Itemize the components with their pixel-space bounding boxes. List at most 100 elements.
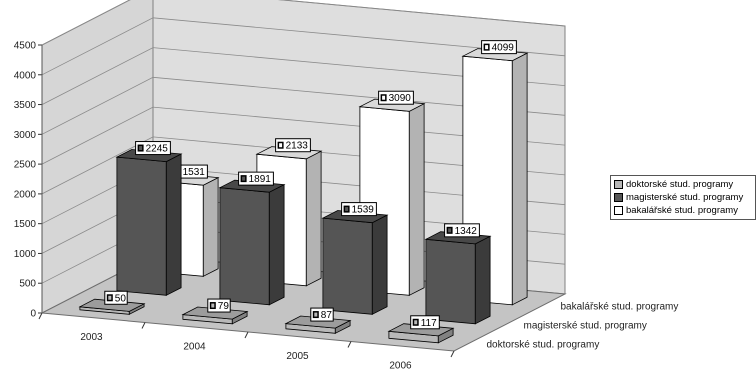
x-tick-mark (141, 322, 146, 329)
bar: 50 (78, 290, 146, 315)
data-label-key-inner (414, 320, 418, 325)
legend-label-doktorske: doktorské stud. programy (626, 179, 734, 190)
bar: 1539 (321, 202, 389, 315)
bar: 2245 (115, 141, 183, 296)
y-tick-label: 3500 (14, 100, 37, 111)
y-tick-label: 2000 (14, 189, 37, 200)
y-tick-label: 4000 (14, 70, 37, 81)
gridline (41, 136, 566, 195)
data-label-key-inner (314, 312, 318, 317)
data-label-key-inner (279, 143, 283, 148)
bar: 87 (284, 307, 352, 334)
data-label-box (341, 202, 377, 217)
bar-top (78, 298, 146, 312)
data-label-key-inner (108, 295, 112, 300)
legend-item: doktorské stud. programy (614, 178, 752, 191)
x-tick-mark (347, 341, 352, 348)
bar-top (255, 146, 323, 160)
bar-front (116, 156, 167, 296)
x-category-label: 2006 (389, 360, 412, 371)
depth-axis-label: doktorské stud. programy (487, 340, 600, 351)
bar: 1342 (424, 223, 492, 325)
bar-side (202, 176, 219, 277)
data-label: 1342 (455, 226, 478, 237)
bar-front (219, 187, 270, 306)
y-tick-label: 500 (19, 279, 36, 290)
x-tick-mark (244, 331, 249, 339)
bar-side (371, 214, 388, 315)
bar-top (461, 48, 529, 62)
gridline (41, 76, 566, 135)
depth-axis-label: bakalářské stud. programy (561, 302, 679, 313)
x-axis-categories: 2003 2004 2005 2006 (38, 312, 455, 371)
bar-side (511, 52, 528, 306)
x-category-label: 2003 (80, 332, 103, 343)
data-label-key-inner (382, 95, 386, 100)
data-label: 1531 (183, 167, 206, 178)
x-tick-mark (38, 312, 43, 320)
bar-top (358, 98, 426, 112)
bar-side (268, 183, 285, 306)
y-axis-ticks: 0 500 1000 1500 2000 2500 3000 3500 4000 4500 (14, 41, 43, 320)
bar-side (474, 235, 491, 325)
data-label-key-inner (448, 228, 452, 233)
y-tick-label: 2500 (14, 160, 37, 171)
bar-top (424, 231, 492, 245)
bar-front (322, 217, 373, 315)
gridline (41, 17, 566, 76)
bar-side (165, 153, 182, 296)
data-label: 117 (421, 318, 437, 329)
data-label: 2133 (286, 141, 309, 152)
y-tick-label: 0 (30, 309, 36, 320)
data-label: 79 (218, 301, 230, 312)
y-tick-label: 1500 (14, 219, 37, 230)
legend-swatch-doktorske (614, 180, 623, 189)
data-label: 1539 (352, 205, 375, 216)
data-label: 2245 (146, 144, 169, 155)
bar-side (408, 103, 425, 296)
data-label-key-inner (242, 176, 246, 181)
depth-axis-labels: bakalářské stud. programy magisterské stu… (487, 302, 679, 351)
legend: doktorské stud. programy magisterské stu… (610, 175, 756, 220)
data-label-box (481, 40, 517, 55)
legend-item: magisterské stud. programy (614, 191, 752, 204)
depth-axis-label: magisterské stud. programy (524, 321, 647, 332)
data-label: 1891 (249, 174, 272, 185)
y-tick-label: 1000 (14, 249, 37, 260)
legend-swatch-bakalarske (614, 206, 623, 215)
bar-top (387, 323, 455, 337)
bar: 117 (387, 315, 455, 344)
legend-item: bakalářské stud. programy (614, 204, 752, 217)
bar-top (284, 315, 352, 329)
bar-top (115, 149, 183, 163)
gridline (41, 0, 566, 46)
bar: 1891 (218, 171, 286, 306)
gridline (41, 47, 566, 105)
legend-swatch-magisterske (614, 193, 623, 202)
data-label-box (444, 223, 480, 238)
bar-front (425, 238, 476, 325)
bar-top (321, 210, 389, 224)
data-label-box (275, 138, 311, 153)
bar-side (305, 150, 322, 287)
y-tick-label: 3000 (14, 130, 37, 141)
data-label-key-inner (211, 303, 215, 308)
data-label: 50 (115, 293, 127, 304)
data-label: 3090 (389, 93, 412, 104)
bar-top (218, 179, 286, 193)
gridline (41, 106, 566, 165)
data-label-box (238, 171, 274, 186)
legend-label-magisterske: magisterské stud. programy (626, 192, 744, 203)
bar-top (181, 306, 249, 320)
legend-label-bakalarske: bakalářské stud. programy (626, 205, 738, 216)
bars: 1531 2133 3090 4099 2245 1891 1539 1342 50 79 87 11… (78, 40, 529, 344)
x-tick-mark (450, 350, 455, 358)
bar: 79 (181, 298, 249, 325)
y-tick-label: 4500 (14, 41, 37, 52)
data-label-key-inner (139, 146, 143, 151)
data-label: 4099 (492, 43, 515, 54)
data-label-box (378, 90, 414, 105)
data-label-box (135, 141, 171, 156)
data-label: 87 (321, 310, 333, 321)
